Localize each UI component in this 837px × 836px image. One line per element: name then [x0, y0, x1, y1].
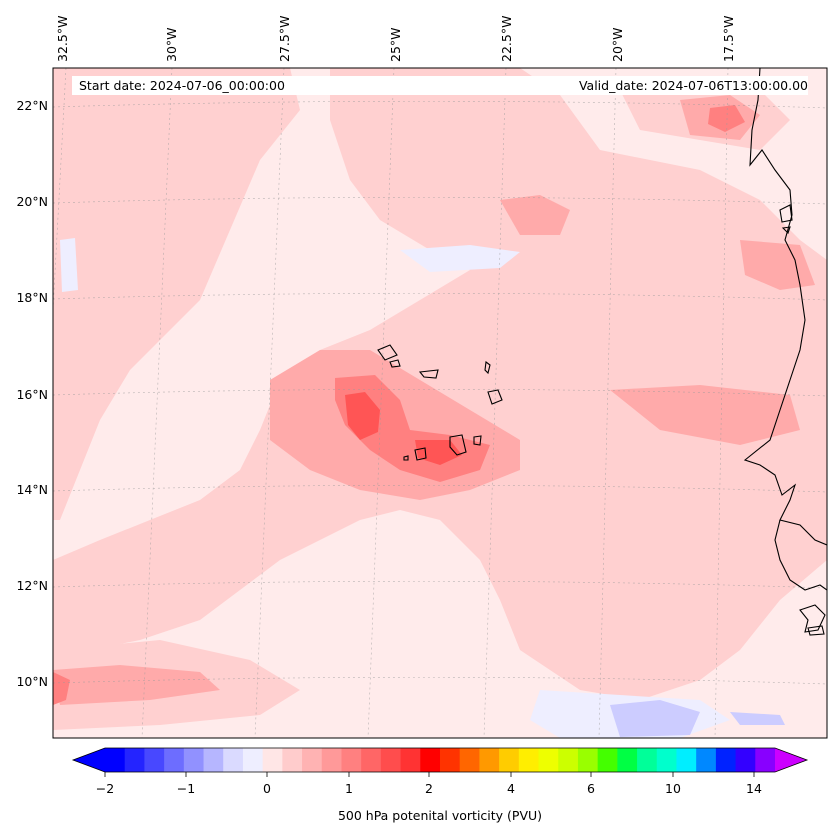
- colorbar-segment: [656, 748, 677, 772]
- colorbar-segment: [715, 748, 737, 772]
- lat-label-22n: 22°N: [16, 98, 48, 113]
- colorbar-segment: [321, 748, 342, 772]
- colorbar-segment: [242, 748, 264, 772]
- cb-tick-label: 4: [507, 781, 515, 796]
- colorbar-segment: [637, 748, 658, 772]
- colorbar-extend-high: [775, 748, 807, 772]
- colorbar-segment: [597, 748, 618, 772]
- colorbar-segment: [577, 748, 599, 772]
- colorbar-segment: [420, 748, 441, 772]
- colorbar-segment: [105, 748, 126, 772]
- lat-label-18n: 18°N: [16, 290, 48, 305]
- lon-label-17-5w: 17.5°W: [721, 15, 736, 62]
- map-frame: [52, 67, 828, 739]
- lon-label-22-5w: 22.5°W: [499, 15, 514, 62]
- graticule: [53, 68, 827, 738]
- lat-label-14n: 14°N: [16, 482, 48, 497]
- colorbar: [71, 747, 809, 777]
- colorbar-segment: [538, 748, 559, 772]
- lat-label-16n: 16°N: [16, 387, 48, 402]
- colorbar-segment: [164, 748, 185, 772]
- colorbar-segment: [282, 748, 303, 772]
- cb-tick-label: 2: [425, 781, 433, 796]
- colorbar-segment: [302, 748, 323, 772]
- colorbar-segment: [617, 748, 638, 772]
- cb-tick-label: 0: [263, 781, 271, 796]
- cb-tick-label: 14: [746, 781, 762, 796]
- colorbar-segment: [124, 748, 145, 772]
- start-date-label: Start date: 2024-07-06_00:00:00: [72, 76, 539, 95]
- colorbar-segment: [518, 748, 540, 772]
- colorbar-segments: [105, 748, 776, 772]
- colorbar-segment: [676, 748, 697, 772]
- lat-label-10n: 10°N: [16, 674, 48, 689]
- valid-date-label: Valid_date: 2024-07-06T13:00:00.00: [532, 76, 808, 95]
- colorbar-segment: [341, 748, 362, 772]
- lat-label-20n: 20°N: [16, 194, 48, 209]
- coastline: [377, 68, 827, 636]
- colorbar-segment: [558, 748, 579, 772]
- lat-label-12n: 12°N: [16, 578, 48, 593]
- colorbar-segment: [459, 748, 480, 772]
- colorbar-segment: [440, 748, 461, 772]
- cb-tick-label: −1: [176, 781, 196, 796]
- cb-tick-label: 6: [587, 781, 595, 796]
- colorbar-segment: [696, 748, 717, 772]
- colorbar-segment: [144, 748, 165, 772]
- colorbar-extend-low: [73, 748, 105, 772]
- lon-label-20w: 20°W: [610, 27, 625, 62]
- lon-label-27-5w: 27.5°W: [277, 15, 292, 62]
- colorbar-segment: [203, 748, 224, 772]
- colorbar-segment: [479, 748, 500, 772]
- colorbar-segment: [755, 748, 776, 772]
- colorbar-segment: [400, 748, 421, 772]
- colorbar-segment: [735, 748, 756, 772]
- colorbar-segment: [183, 748, 205, 772]
- lon-label-32-5w: 32.5°W: [55, 15, 70, 62]
- colorbar-title: 500 hPa potenital vorticity (PVU): [337, 808, 543, 823]
- colorbar-segment: [223, 748, 244, 772]
- cb-tick-label: 1: [345, 781, 353, 796]
- lon-label-25w: 25°W: [388, 27, 403, 62]
- colorbar-segment: [380, 748, 402, 772]
- cb-tick-label: 10: [665, 781, 681, 796]
- cb-tick-label: −2: [95, 781, 115, 796]
- lon-label-30w: 30°W: [164, 27, 179, 62]
- colorbar-segment: [499, 748, 520, 772]
- colorbar-ticks: [104, 772, 755, 777]
- colorbar-segment: [262, 748, 283, 772]
- colorbar-segment: [361, 748, 382, 772]
- pv-field: [53, 68, 827, 738]
